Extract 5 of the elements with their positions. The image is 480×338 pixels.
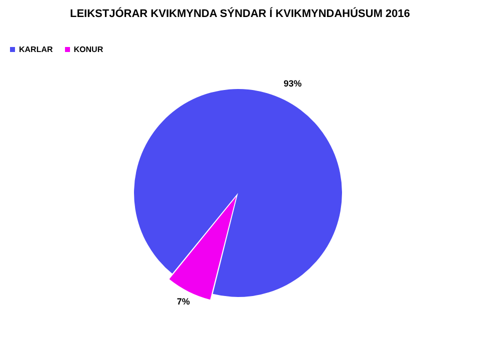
chart-title: LEIKSTJÓRAR KVIKMYNDA SÝNDAR Í KVIKMYNDAHÚSUM 2016	[68, 8, 412, 20]
data-label: 93%	[284, 78, 302, 88]
legend-label: KARLAR	[19, 45, 53, 54]
legend-label: KONUR	[74, 45, 104, 54]
data-label: 7%	[176, 296, 190, 307]
